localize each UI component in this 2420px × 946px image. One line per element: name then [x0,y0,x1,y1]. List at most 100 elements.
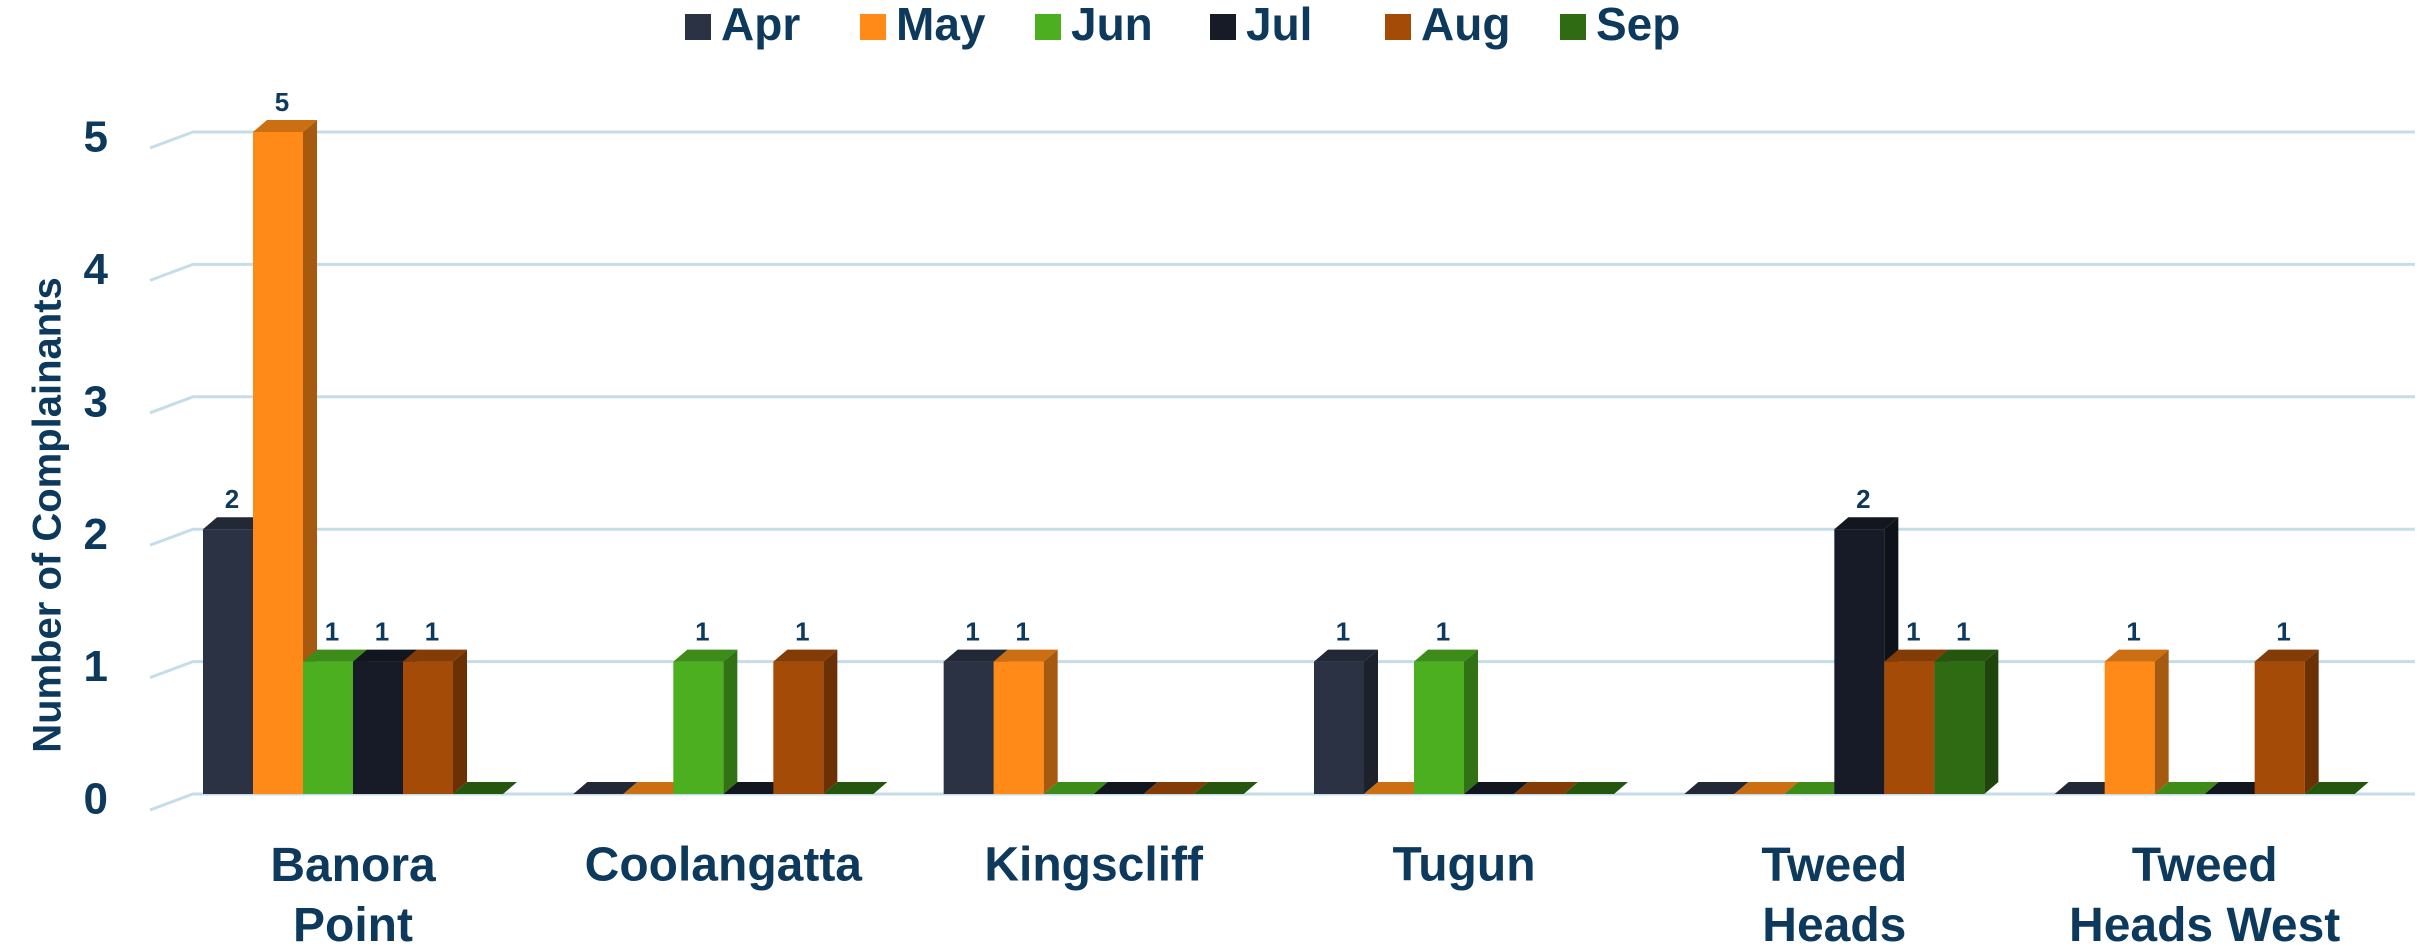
y-tick-label: 5 [84,113,108,162]
bar-front [1314,661,1364,794]
bar-side [303,120,317,794]
bar [993,649,1058,794]
grid-line [149,395,2415,415]
bar [1043,782,1108,794]
bar [2304,782,2369,794]
data-label: 1 [695,616,709,646]
bar [403,649,467,794]
bar [1884,649,1949,794]
bar [723,782,788,794]
x-tick-label: Tweed Heads [1761,839,1907,946]
bar [2154,782,2219,794]
legend-label: May [896,0,986,50]
bar-front [203,529,253,794]
bar-front [253,132,303,794]
y-tick-label: 0 [84,775,108,824]
grid-line [149,262,2415,282]
grid-line [149,660,2415,680]
bar [1514,782,1578,794]
bar [1093,782,1158,794]
data-label: 5 [275,87,289,117]
bar-top [1784,782,1849,794]
bar-side [1043,649,1058,794]
bar-top [1093,782,1158,794]
bar-front [1934,661,1985,794]
bar-top [723,782,788,794]
bar [1464,782,1528,794]
x-tick-label: Kingscliff [984,839,1204,892]
grid-line [149,130,2415,150]
bar [1934,649,1999,794]
legend-swatch [685,14,711,40]
y-tick-label: 1 [84,642,108,691]
data-label: 1 [1956,616,1970,646]
bar-top [303,649,367,662]
bar [1143,782,1208,794]
bar [1734,782,1799,794]
bar-side [1464,649,1478,794]
bar-top [2204,782,2269,794]
bar-side [1984,649,1999,794]
bar [1564,782,1628,794]
x-tick-label: Tugun [1392,839,1535,892]
bar-side [1364,649,1378,794]
bar [2204,782,2269,794]
bar-front [1834,529,1885,794]
bar-front [1414,661,1464,794]
bar-top [1564,782,1628,794]
data-label: 1 [1436,616,1450,646]
bar [623,782,688,794]
legend-swatch [1210,14,1236,40]
data-label: 1 [1015,616,1029,646]
legend-label: Aug [1421,0,1510,50]
bar-top [1514,782,1578,794]
bar [1784,782,1849,794]
y-tick-label: 4 [84,245,109,294]
bar-top [2154,782,2219,794]
bar-top [1043,782,1108,794]
bar-top [1364,782,1428,794]
bar [253,120,317,794]
data-label: 1 [325,616,339,646]
bar [1834,517,1899,794]
bar [823,782,888,794]
bar [453,782,517,794]
bar-top [773,649,838,662]
bar-front [943,661,994,794]
data-label: 1 [1906,616,1920,646]
bar [1314,649,1378,794]
bar-side [2304,649,2319,794]
bar-side [723,649,738,794]
bar-top [453,782,517,794]
data-label: 1 [2276,616,2290,646]
bar-top [403,649,467,662]
bar-side [823,649,838,794]
bar-top [1193,782,1258,794]
bar [2104,649,2169,794]
bar [773,649,838,794]
bar-top [943,649,1008,662]
bar-side [453,649,467,794]
bar [2254,649,2319,794]
bar-top [1143,782,1208,794]
bar-top [2054,782,2119,794]
bar-front [353,661,403,794]
bar-top [1834,517,1899,530]
legend-label: Sep [1596,0,1680,50]
bar-top [1684,782,1749,794]
bar-top [1314,649,1378,662]
bar-top [1464,782,1528,794]
bar-top [573,782,638,794]
bar-top [1934,649,1999,662]
y-axis-label: Number of Complainants [26,277,70,753]
bar-top [203,517,267,530]
grid-line [149,527,2415,547]
data-label: 2 [225,484,239,514]
y-tick-label: 2 [84,510,108,559]
y-tick-label: 3 [84,377,108,426]
x-tick-label: Coolangatta [585,839,863,892]
legend-label: Jun [1071,0,1153,50]
bar-front [993,661,1044,794]
bar-top [823,782,888,794]
bar-top [2304,782,2369,794]
